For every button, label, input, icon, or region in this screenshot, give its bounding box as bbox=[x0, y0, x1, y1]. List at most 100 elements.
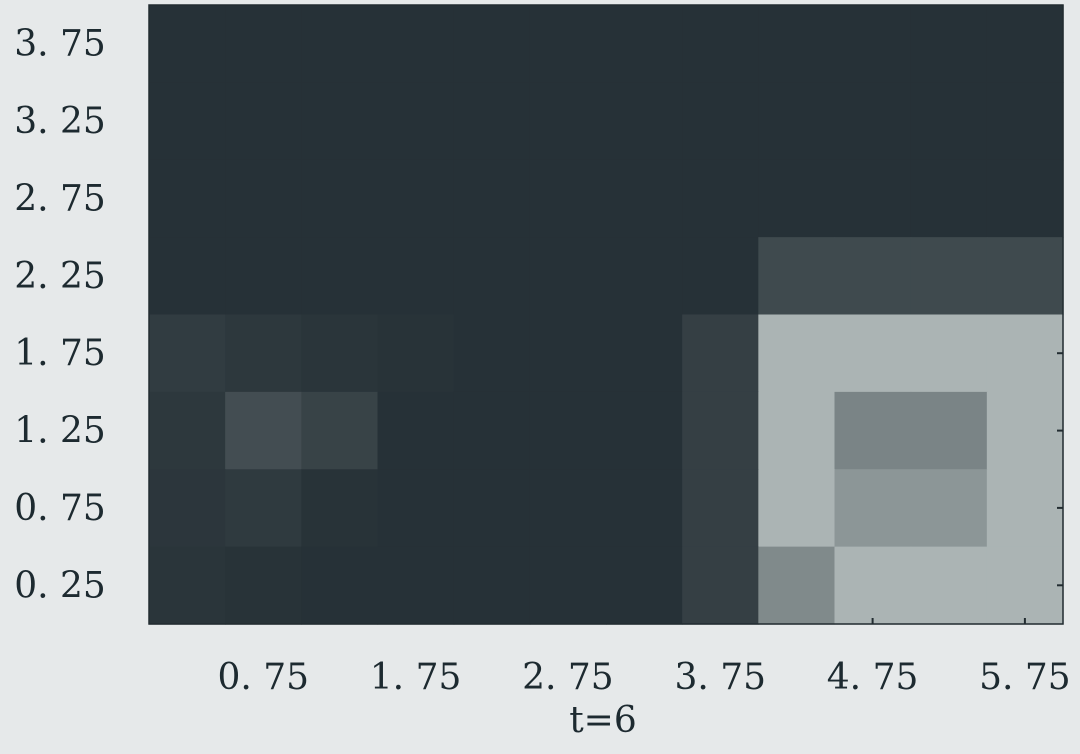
y-tick-label: 1. 75 bbox=[14, 333, 106, 374]
heatmap-cell bbox=[834, 237, 912, 316]
y-tick-label: 3. 75 bbox=[14, 24, 106, 65]
heatmap-cell bbox=[301, 469, 379, 548]
heatmap-cell bbox=[149, 391, 226, 470]
heatmap-cell bbox=[453, 391, 531, 470]
heatmap-cell bbox=[606, 159, 683, 238]
x-tick-label: 1. 75 bbox=[370, 657, 462, 698]
heatmap-cell bbox=[529, 237, 607, 316]
heatmap-cell bbox=[225, 546, 302, 625]
heatmap-cell bbox=[758, 5, 836, 83]
tick-marks bbox=[871, 352, 1063, 624]
heatmap-cell bbox=[377, 5, 455, 83]
heatmap-cell bbox=[834, 159, 912, 238]
heatmap-cell bbox=[986, 5, 1064, 83]
heatmap-cell bbox=[301, 314, 379, 393]
heatmap-cell bbox=[682, 159, 759, 238]
heatmap-cell bbox=[986, 82, 1064, 161]
heatmap-cell bbox=[910, 546, 988, 625]
heatmap-cell bbox=[910, 159, 988, 238]
heatmap-cell bbox=[301, 237, 379, 316]
heatmap-cell bbox=[682, 469, 759, 548]
heatmap-cell bbox=[529, 159, 607, 238]
heatmap-cell bbox=[225, 5, 302, 83]
heatmap-cell bbox=[453, 5, 531, 83]
heatmap-cell bbox=[529, 5, 607, 83]
heatmap-cell bbox=[225, 159, 302, 238]
x-axis-tick-labels: 0. 75 1. 75 2. 75 3. 75 4. 75 5. 75 bbox=[217, 657, 1070, 698]
y-tick-label: 3. 25 bbox=[14, 101, 106, 142]
heatmap-cell bbox=[834, 5, 912, 83]
heatmap-cell bbox=[682, 546, 759, 625]
heatmap-cell bbox=[301, 82, 379, 161]
heatmap-cell bbox=[149, 314, 226, 393]
heatmap-cell bbox=[910, 5, 988, 83]
heatmap-cell bbox=[453, 546, 531, 625]
heatmap-cell bbox=[758, 546, 836, 625]
heatmap-cell bbox=[606, 82, 683, 161]
heatmap-cell bbox=[377, 391, 455, 470]
heatmap-cell bbox=[606, 5, 683, 83]
heatmap-cell bbox=[834, 391, 912, 470]
heatmap-cell bbox=[149, 546, 226, 625]
heatmap-cell bbox=[682, 314, 759, 393]
x-tick-label: 0. 75 bbox=[217, 657, 309, 698]
heatmap-cell bbox=[377, 82, 455, 161]
heatmap-cell bbox=[986, 237, 1064, 316]
heatmap-cell bbox=[149, 82, 226, 161]
heatmap-cell bbox=[910, 391, 988, 470]
heatmap-cell bbox=[225, 82, 302, 161]
heatmap-cell bbox=[758, 391, 836, 470]
heatmap-cell bbox=[682, 391, 759, 470]
heatmap-cell bbox=[986, 546, 1064, 625]
heatmap-cell bbox=[834, 82, 912, 161]
y-tick-label: 0. 75 bbox=[14, 488, 106, 529]
heatmap-cell bbox=[149, 469, 226, 548]
y-tick-label: 2. 25 bbox=[14, 256, 106, 297]
heatmap-cell bbox=[453, 159, 531, 238]
heatmap-cell bbox=[529, 391, 607, 470]
heatmap-cell bbox=[834, 469, 912, 548]
heatmap-cell bbox=[758, 469, 836, 548]
heatmap-cell bbox=[225, 391, 302, 470]
heatmap-cell bbox=[301, 546, 379, 625]
heatmap-cell bbox=[377, 314, 455, 393]
heatmap-cell bbox=[758, 82, 836, 161]
heatmap-cell bbox=[682, 5, 759, 83]
heatmap-cells bbox=[149, 5, 1064, 625]
heatmap-cell bbox=[529, 546, 607, 625]
heatmap-cell bbox=[377, 237, 455, 316]
heatmap-cell bbox=[301, 5, 379, 83]
x-tick-label: 5. 75 bbox=[979, 657, 1071, 698]
y-axis-tick-labels: 3. 75 3. 25 2. 75 2. 25 1. 75 1. 25 0. 75 0. 25 bbox=[14, 24, 106, 607]
heatmap-cell bbox=[529, 469, 607, 548]
heatmap-cell bbox=[834, 546, 912, 625]
heatmap-cell bbox=[910, 82, 988, 161]
heatmap-cell bbox=[149, 5, 226, 83]
heatmap-cell bbox=[377, 546, 455, 625]
heatmap-cell bbox=[910, 314, 988, 393]
y-tick-label: 1. 25 bbox=[14, 411, 106, 452]
y-tick-label: 0. 25 bbox=[14, 565, 106, 606]
heatmap-cell bbox=[986, 314, 1064, 393]
heatmap-cell bbox=[149, 237, 226, 316]
heatmap-cell bbox=[606, 314, 683, 393]
heatmap-cell bbox=[606, 546, 683, 625]
heatmap-cell bbox=[986, 469, 1064, 548]
x-tick-label: 4. 75 bbox=[827, 657, 919, 698]
heatmap-cell bbox=[453, 237, 531, 316]
heatmap-cell bbox=[301, 159, 379, 238]
heatmap-cell bbox=[225, 237, 302, 316]
x-tick-label: 2. 75 bbox=[522, 657, 614, 698]
x-axis-label: t=6 bbox=[569, 700, 637, 741]
heatmap-cell bbox=[225, 469, 302, 548]
heatmap-cell bbox=[986, 391, 1064, 470]
heatmap-cell bbox=[301, 391, 379, 470]
heatmap-cell bbox=[453, 469, 531, 548]
heatmap-cell bbox=[758, 314, 836, 393]
heatmap-cell bbox=[377, 469, 455, 548]
plot-area-border bbox=[148, 4, 1064, 625]
heatmap-cell bbox=[453, 314, 531, 393]
x-tick-label: 3. 75 bbox=[674, 657, 766, 698]
heatmap-cell bbox=[377, 159, 455, 238]
